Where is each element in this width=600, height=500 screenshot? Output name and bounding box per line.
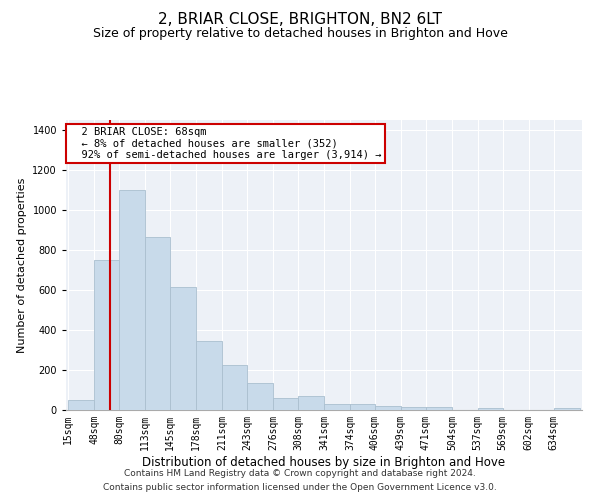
Text: Contains HM Land Registry data © Crown copyright and database right 2024.: Contains HM Land Registry data © Crown c… [124,468,476,477]
Bar [222,365,247,410]
Text: Size of property relative to detached houses in Brighton and Hove: Size of property relative to detached ho… [92,28,508,40]
Bar [196,341,222,410]
Bar [247,383,273,410]
Text: Contains public sector information licensed under the Open Government Licence v3: Contains public sector information licen… [103,484,497,492]
Bar [478,408,503,410]
Bar [401,408,426,410]
Bar [554,408,580,410]
Y-axis label: Number of detached properties: Number of detached properties [17,178,27,352]
Bar [324,404,350,410]
Bar [119,190,145,410]
Bar [170,287,196,410]
X-axis label: Distribution of detached houses by size in Brighton and Hove: Distribution of detached houses by size … [142,456,506,468]
Bar [298,396,324,410]
Bar [94,260,119,410]
Text: 2 BRIAR CLOSE: 68sqm
  ← 8% of detached houses are smaller (352)
  92% of semi-d: 2 BRIAR CLOSE: 68sqm ← 8% of detached ho… [69,127,382,160]
Bar [350,404,375,410]
Bar [426,407,452,410]
Bar [273,398,298,410]
Bar [68,400,94,410]
Text: 2, BRIAR CLOSE, BRIGHTON, BN2 6LT: 2, BRIAR CLOSE, BRIGHTON, BN2 6LT [158,12,442,28]
Bar [375,406,401,410]
Bar [145,237,170,410]
